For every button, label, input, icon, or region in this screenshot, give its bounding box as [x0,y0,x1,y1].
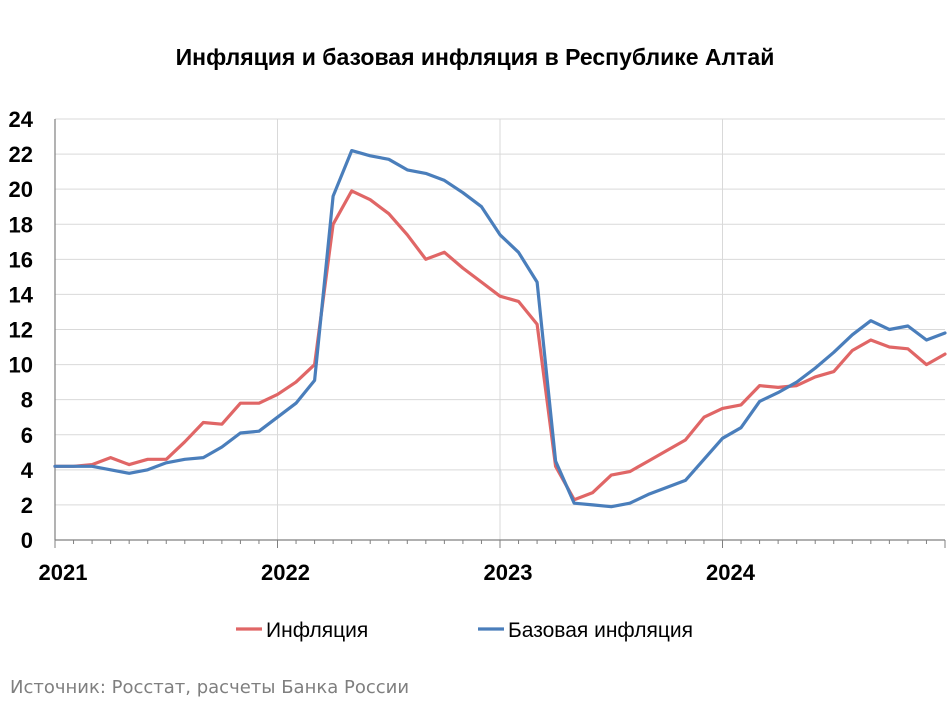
y-tick-label: 6 [21,423,33,448]
gridlines [55,118,945,540]
series-lines [53,149,947,509]
chart-title: Инфляция и базовая инфляция в Республике… [175,44,775,70]
legend: Инфляция Базовая инфляция [236,619,693,642]
series-inflation-line [53,189,947,502]
y-tick-label: 2 [21,493,33,518]
legend-label: Базовая инфляция [508,619,693,642]
series-core-inflation-line [53,149,947,509]
y-tick-label: 18 [9,212,33,237]
x-tick-label: 2021 [39,560,88,585]
y-tick-label: 12 [9,318,33,343]
x-tick-label: 2023 [484,560,533,585]
y-tick-label: 8 [21,388,33,413]
y-tick-label: 24 [9,107,34,132]
y-tick-label: 4 [21,458,34,483]
y-tick-label: 0 [21,528,33,553]
x-tick-label: 2024 [706,560,756,585]
x-tick-label: 2022 [261,560,310,585]
source-note: Источник: Росстат, расчеты Банка России [10,677,410,698]
y-tick-label: 20 [9,177,33,202]
y-tick-label: 14 [9,282,34,307]
y-tick-label: 16 [9,247,33,272]
y-tick-label: 22 [9,142,33,167]
legend-label: Инфляция [266,619,368,642]
y-tick-label: 10 [9,353,33,378]
